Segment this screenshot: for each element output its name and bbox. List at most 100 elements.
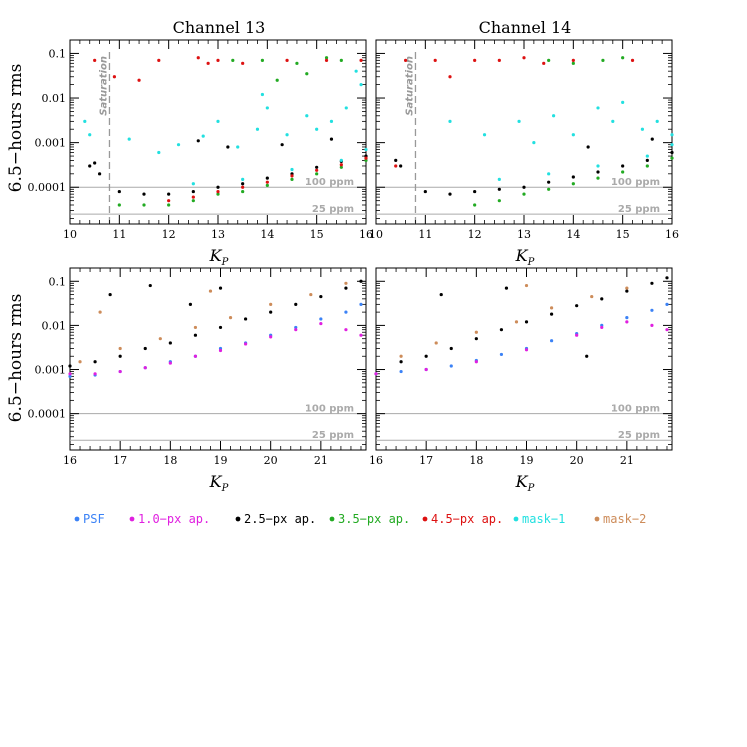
data-point bbox=[596, 176, 600, 180]
x-tick-label: 21 bbox=[620, 454, 634, 467]
data-point bbox=[118, 354, 122, 358]
data-point bbox=[143, 346, 147, 351]
x-tick-label: 18 bbox=[469, 454, 483, 467]
data-point bbox=[218, 286, 223, 290]
data-point bbox=[645, 164, 649, 168]
saturation-label: Saturation bbox=[98, 56, 109, 116]
data-point bbox=[439, 292, 443, 297]
data-point bbox=[524, 320, 529, 324]
data-point bbox=[68, 364, 72, 368]
data-point bbox=[193, 354, 198, 358]
data-point bbox=[142, 203, 146, 207]
data-point bbox=[404, 58, 408, 62]
x-tick-label: 12 bbox=[162, 228, 176, 241]
x-tick-label: 20 bbox=[264, 454, 278, 467]
data-point bbox=[324, 58, 329, 62]
data-point bbox=[216, 119, 220, 123]
y-tick-label: 0.01 bbox=[42, 319, 67, 332]
data-point bbox=[305, 72, 309, 76]
legend-dot-icon bbox=[129, 516, 135, 522]
data-point bbox=[423, 189, 427, 194]
data-point bbox=[650, 323, 654, 328]
data-point bbox=[260, 58, 264, 62]
plot-frame bbox=[69, 39, 367, 225]
panel-title-channel-14: Channel 14 bbox=[479, 18, 572, 37]
data-point bbox=[449, 346, 453, 351]
ref-line-label: 100 ppm bbox=[305, 404, 354, 415]
data-point bbox=[611, 119, 615, 123]
data-point bbox=[394, 158, 398, 162]
data-point bbox=[374, 372, 378, 376]
data-point bbox=[112, 75, 116, 79]
data-point bbox=[596, 170, 600, 174]
data-point bbox=[188, 302, 193, 306]
data-point bbox=[315, 172, 319, 176]
data-point bbox=[193, 333, 198, 337]
data-point bbox=[547, 58, 551, 62]
data-point bbox=[344, 106, 348, 110]
data-point bbox=[522, 185, 526, 189]
data-point bbox=[359, 83, 363, 87]
data-point bbox=[497, 58, 501, 62]
x-tick-label: 20 bbox=[570, 454, 584, 467]
data-point bbox=[449, 364, 453, 368]
data-point bbox=[547, 172, 551, 176]
data-point bbox=[118, 369, 122, 374]
data-point bbox=[241, 182, 245, 186]
data-point bbox=[231, 58, 235, 62]
data-point bbox=[364, 156, 368, 160]
data-point bbox=[167, 199, 171, 203]
data-point bbox=[364, 158, 368, 162]
data-point bbox=[329, 137, 334, 141]
data-point bbox=[339, 58, 343, 62]
data-point bbox=[168, 341, 172, 345]
legend-dot-icon bbox=[513, 516, 519, 522]
data-point bbox=[344, 286, 348, 290]
data-point bbox=[241, 61, 245, 65]
data-point bbox=[473, 203, 477, 207]
x-tick-label: 13 bbox=[517, 228, 531, 241]
data-point bbox=[83, 119, 87, 123]
data-point bbox=[547, 180, 551, 184]
data-point bbox=[473, 189, 477, 194]
data-point bbox=[142, 192, 146, 196]
plot-frame bbox=[375, 39, 673, 225]
panel-channel-13-faint: 100 ppm 25 ppm 0.1 0.01 0.001 0.0001 16 17 18 19 2… bbox=[28, 267, 367, 467]
data-point bbox=[241, 177, 245, 181]
data-point bbox=[88, 133, 92, 137]
data-point bbox=[524, 348, 529, 352]
data-point bbox=[157, 58, 161, 62]
x-tick-label: 18 bbox=[163, 454, 177, 467]
data-point bbox=[665, 276, 669, 280]
data-point bbox=[532, 141, 536, 145]
panel-channel-14-faint: 100 ppm 25 ppm 16 17 18 19 20 21 bbox=[369, 267, 673, 467]
data-point bbox=[137, 78, 141, 82]
data-point bbox=[448, 119, 452, 123]
data-point bbox=[294, 302, 298, 306]
data-point bbox=[216, 189, 220, 194]
data-point bbox=[319, 321, 323, 326]
x-axis-label-bottom-right: KP bbox=[515, 472, 535, 494]
data-point bbox=[571, 58, 575, 62]
ref-line-label: 25 ppm bbox=[312, 204, 354, 215]
x-tick-label: 15 bbox=[616, 228, 630, 241]
data-point bbox=[600, 297, 604, 301]
data-point bbox=[586, 145, 590, 149]
panel-channel-14-bright: 100 ppm 25 ppm Saturation 10 11 12 13 14 15 16 bbox=[369, 39, 679, 241]
data-point bbox=[448, 75, 452, 79]
data-point bbox=[359, 58, 363, 62]
data-point bbox=[399, 164, 403, 168]
data-point bbox=[88, 164, 92, 168]
data-point bbox=[265, 176, 269, 180]
data-point bbox=[168, 361, 172, 365]
data-point bbox=[208, 289, 213, 293]
data-point bbox=[315, 127, 319, 131]
legend-dot-icon bbox=[74, 516, 80, 522]
data-point bbox=[625, 320, 629, 324]
panel-channel-13-bright: 100 ppm 25 ppm Saturation 0.1 0.01 0.001 0.000… bbox=[28, 39, 373, 241]
saturation-label: Saturation bbox=[404, 56, 415, 116]
data-point bbox=[269, 302, 273, 306]
data-point bbox=[305, 114, 309, 118]
data-point bbox=[497, 177, 501, 181]
x-tick-label: 21 bbox=[314, 454, 328, 467]
